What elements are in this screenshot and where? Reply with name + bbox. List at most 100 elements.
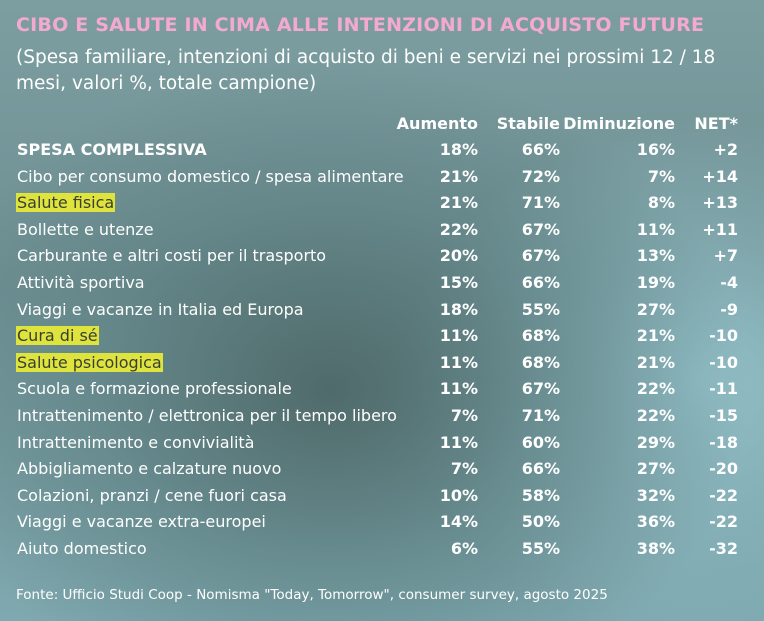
cell-net: -9 — [720, 299, 738, 319]
cell-stabile: 72% — [521, 166, 560, 186]
cell-diminuzione: 22% — [636, 379, 675, 399]
cell-net: -11 — [709, 379, 738, 399]
table-row: Aiuto domestico 6% 55% 38% -32 — [0, 537, 764, 563]
table-row: Viaggi e vacanze in Italia ed Europa 18% 5… — [0, 298, 764, 324]
table-row: Salute fisica 21% 71% 8% +13 — [0, 191, 764, 217]
cell-aumento: 11% — [439, 352, 478, 372]
cell-stabile: 55% — [521, 299, 560, 319]
cell-diminuzione: 36% — [636, 512, 675, 532]
row-label: Colazioni, pranzi / cene fuori casa — [17, 485, 287, 505]
cell-stabile: 67% — [521, 379, 560, 399]
table-row: Carburante e altri costi per il trasport… — [0, 244, 764, 270]
cell-diminuzione: 19% — [636, 273, 675, 292]
cell-aumento: 18% — [439, 140, 478, 159]
column-header-stabile: Stabile — [496, 114, 560, 133]
cell-stabile: 66% — [521, 273, 560, 292]
cell-net: -4 — [720, 273, 738, 292]
cell-aumento: 20% — [439, 246, 478, 266]
cell-aumento: 6% — [450, 539, 478, 558]
cell-aumento: 7% — [450, 406, 478, 425]
cell-stabile: 68% — [521, 326, 560, 346]
column-header-aumento: Aumento — [396, 114, 478, 133]
cell-aumento: 15% — [439, 273, 478, 292]
cell-diminuzione: 8% — [647, 193, 675, 213]
cell-stabile: 55% — [521, 539, 560, 558]
cell-aumento: 11% — [439, 432, 478, 452]
row-label: Abbigliamento e calzature nuovo — [17, 459, 282, 479]
cell-net: -22 — [709, 512, 738, 532]
cell-diminuzione: 11% — [636, 219, 675, 239]
cell-net: +13 — [702, 193, 738, 213]
table-row: Bollette e utenze 22% 67% 11% +11 — [0, 218, 764, 244]
table-header: Aumento Stabile Diminuzione NET* — [0, 114, 764, 136]
cell-diminuzione: 29% — [636, 432, 675, 452]
cell-stabile: 67% — [521, 219, 560, 239]
row-label: SPESA COMPLESSIVA — [17, 140, 207, 159]
table-row: Salute psicologica 11% 68% 21% -10 — [0, 351, 764, 377]
column-header-net: NET* — [694, 114, 738, 133]
cell-diminuzione: 16% — [636, 140, 675, 159]
row-label: Viaggi e vacanze in Italia ed Europa — [17, 299, 304, 319]
cell-net: -32 — [709, 539, 738, 558]
table-row: Colazioni, pranzi / cene fuori casa 10% 58… — [0, 484, 764, 510]
row-label: Attività sportiva — [17, 273, 145, 292]
row-label: Scuola e formazione professionale — [17, 379, 292, 399]
row-label: Cibo per consumo domestico / spesa alime… — [17, 166, 404, 186]
column-header-diminuzione: Diminuzione — [563, 114, 675, 133]
table-row: SPESA COMPLESSIVA 18% 66% 16% +2 — [0, 138, 764, 164]
cell-stabile: 66% — [521, 140, 560, 159]
cell-aumento: 7% — [450, 459, 478, 479]
cell-aumento: 22% — [439, 219, 478, 239]
cell-diminuzione: 27% — [636, 459, 675, 479]
cell-aumento: 11% — [439, 326, 478, 346]
cell-net: -22 — [709, 485, 738, 505]
chart-title: CIBO E SALUTE IN CIMA ALLE INTENZIONI DI… — [16, 14, 705, 36]
table-row: Scuola e formazione professionale 11% 67% 2… — [0, 377, 764, 403]
cell-aumento: 10% — [439, 485, 478, 505]
cell-stabile: 50% — [521, 512, 560, 532]
cell-aumento: 18% — [439, 299, 478, 319]
cell-net: -10 — [709, 352, 738, 372]
cell-stabile: 71% — [521, 406, 560, 425]
cell-stabile: 58% — [521, 485, 560, 505]
cell-stabile: 60% — [521, 432, 560, 452]
cell-net: -20 — [709, 459, 738, 479]
table-row: Attività sportiva 15% 66% 19% -4 — [0, 271, 764, 297]
cell-net: +7 — [713, 246, 738, 266]
table-row: Abbigliamento e calzature nuovo 7% 66% 27% -… — [0, 457, 764, 483]
cell-net: -10 — [709, 326, 738, 346]
cell-diminuzione: 27% — [636, 299, 675, 319]
chart-subtitle: (Spesa familiare, intenzioni di acquisto… — [16, 47, 716, 94]
row-label: Cura di sé — [16, 326, 99, 346]
cell-net: +14 — [702, 166, 738, 186]
cell-net: -15 — [709, 406, 738, 425]
table-row: Cibo per consumo domestico / spesa alime… — [0, 165, 764, 191]
row-label: Carburante e altri costi per il trasport… — [17, 246, 327, 266]
cell-aumento: 11% — [439, 379, 478, 399]
row-label: Intrattenimento e convivialità — [17, 432, 255, 452]
cell-diminuzione: 21% — [636, 326, 675, 346]
row-label: Aiuto domestico — [17, 539, 147, 558]
table-row: Cura di sé 11% 68% 21% -10 — [0, 324, 764, 350]
row-label: Salute psicologica — [16, 352, 163, 372]
cell-aumento: 14% — [439, 512, 478, 532]
table-row: Viaggi e vacanze extra-europei 14% 50% 36% -… — [0, 510, 764, 536]
cell-diminuzione: 21% — [636, 352, 675, 372]
cell-diminuzione: 38% — [636, 539, 675, 558]
table-row: Intrattenimento / elettronica per il tem… — [0, 404, 764, 430]
cell-diminuzione: 32% — [636, 485, 675, 505]
cell-aumento: 21% — [439, 193, 478, 213]
cell-stabile: 66% — [521, 459, 560, 479]
cell-diminuzione: 13% — [636, 246, 675, 266]
cell-net: +2 — [713, 140, 738, 159]
source-note: Fonte: Ufficio Studi Coop - Nomisma "Tod… — [16, 587, 608, 603]
row-label: Viaggi e vacanze extra-europei — [17, 512, 266, 532]
cell-stabile: 71% — [521, 193, 560, 213]
row-label: Bollette e utenze — [17, 219, 154, 239]
cell-net: -18 — [709, 432, 738, 452]
cell-stabile: 67% — [521, 246, 560, 266]
cell-diminuzione: 22% — [636, 406, 675, 425]
row-label: Intrattenimento / elettronica per il tem… — [17, 406, 397, 425]
cell-diminuzione: 7% — [647, 166, 675, 186]
table-row: Intrattenimento e convivialità 11% 60% 29% -… — [0, 431, 764, 457]
